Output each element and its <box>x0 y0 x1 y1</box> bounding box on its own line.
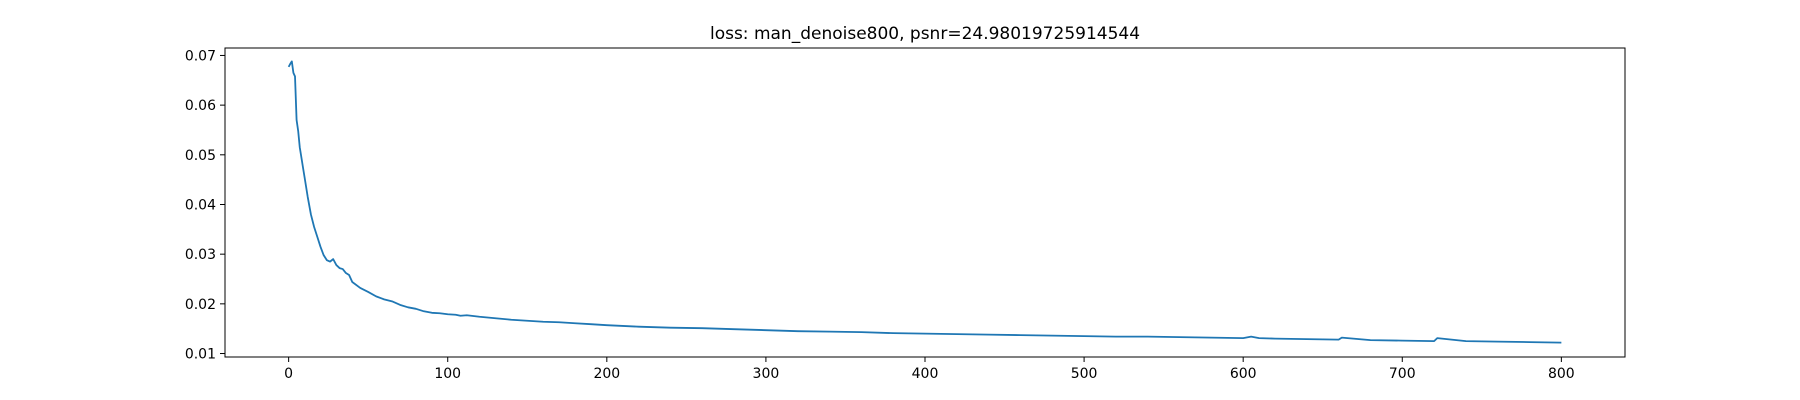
x-tick-label: 0 <box>284 366 293 382</box>
x-tick-label: 500 <box>1071 366 1098 382</box>
y-tick-label: 0.01 <box>185 347 216 363</box>
loss-series-line <box>287 60 1562 344</box>
y-tick-label: 0.07 <box>185 48 216 64</box>
y-tick-label: 0.05 <box>185 148 216 164</box>
chart-title: loss: man_denoise800, psnr=24.9801972591… <box>710 24 1140 44</box>
y-axis: 0.01 0.02 0.03 0.04 0.05 0.06 0.07 <box>185 48 225 363</box>
x-tick-label: 400 <box>912 366 939 382</box>
y-tick-label: 0.04 <box>185 197 216 213</box>
x-tick-label: 100 <box>434 366 461 382</box>
y-tick-label: 0.03 <box>185 247 216 263</box>
x-tick-label: 200 <box>593 366 620 382</box>
x-tick-label: 800 <box>1548 366 1575 382</box>
x-tick-label: 700 <box>1389 366 1416 382</box>
x-tick-label: 300 <box>753 366 780 382</box>
y-tick-label: 0.02 <box>185 297 216 313</box>
plot-area-frame <box>224 47 1626 358</box>
x-axis: 0 100 200 300 400 500 600 700 800 <box>284 357 1575 382</box>
x-tick-label: 600 <box>1230 366 1257 382</box>
y-tick-label: 0.06 <box>185 98 216 114</box>
